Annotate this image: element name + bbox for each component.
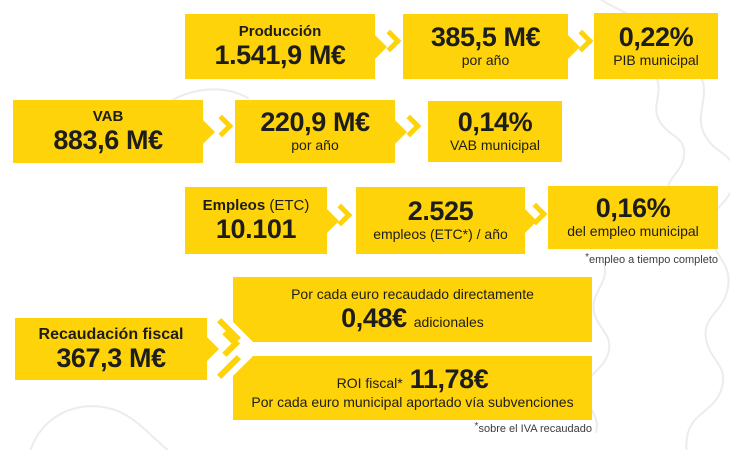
produccion-share-caption: PIB municipal [613, 51, 699, 68]
empleos-per-year-value: 2.525 [407, 196, 474, 227]
fiscal-branch-top-box: Por cada euro recaudado directamente 0,4… [233, 277, 592, 342]
fiscal-roi-label: ROI fiscal* [336, 374, 403, 391]
empleos-per-year-box: 2.525 empleos (ETC*) / año [356, 187, 525, 254]
empleos-value: 10.101 [215, 213, 297, 244]
produccion-value: 1.541,9 M€ [214, 39, 346, 70]
empleos-share-value: 0,16% [595, 193, 671, 224]
produccion-source-box: Producción 1.541,9 M€ [185, 14, 375, 79]
vab-share-value: 0,14% [457, 107, 533, 138]
fiscal-top-caption: Por cada euro recaudado directamente [291, 286, 534, 303]
vab-source-box: VAB 883,6 M€ [13, 100, 203, 163]
footnote-iva: *sobre el IVA recaudado [474, 421, 592, 435]
fiscal-label: Recaudación fiscal [38, 325, 184, 343]
vab-per-year-box: 220,9 M€ por año [235, 100, 395, 163]
fiscal-branch-bottom-box: ROI fiscal* 11,78€ Por cada euro municip… [233, 356, 592, 420]
fiscal-value: 367,3 M€ [56, 343, 166, 374]
fiscal-roi-value: 11,78€ [409, 363, 489, 394]
empleos-source-box: Empleos (ETC) 10.101 [185, 187, 327, 254]
fiscal-top-value: 0,48€ [341, 302, 407, 333]
empleos-share-caption: del empleo municipal [567, 223, 699, 240]
produccion-share-value: 0,22% [618, 21, 694, 52]
vab-value: 883,6 M€ [53, 124, 163, 155]
fiscal-source-box: Recaudación fiscal 367,3 M€ [15, 318, 207, 380]
produccion-per-year-caption: por año [461, 52, 510, 69]
vab-per-year-value: 220,9 M€ [260, 107, 370, 138]
vab-per-year-caption: por año [291, 137, 339, 154]
fiscal-roi-line: ROI fiscal* 11,78€ [336, 363, 489, 394]
produccion-per-year-box: 385,5 M€ por año [403, 14, 568, 79]
fiscal-top-value-line: 0,48€ adicionales [341, 302, 484, 333]
vab-label: VAB [92, 107, 124, 125]
empleos-share-box: 0,16% del empleo municipal [548, 186, 718, 249]
produccion-per-year-value: 385,5 M€ [430, 22, 541, 53]
produccion-label: Producción [238, 22, 322, 40]
produccion-share-box: 0,22% PIB municipal [594, 13, 718, 79]
fiscal-bottom-caption: Por cada euro municipal aportado vía sub… [251, 393, 574, 410]
vab-share-box: 0,14% VAB municipal [428, 101, 562, 162]
fiscal-top-value-suffix: adicionales [413, 313, 484, 330]
footnote-etc: *empleo a tiempo completo [585, 252, 718, 266]
empleos-label: Empleos (ETC) [202, 196, 310, 214]
vab-share-caption: VAB municipal [449, 137, 540, 154]
empleos-label-suffix: (ETC) [269, 196, 310, 214]
empleos-per-year-caption: empleos (ETC*) / año [373, 226, 508, 243]
